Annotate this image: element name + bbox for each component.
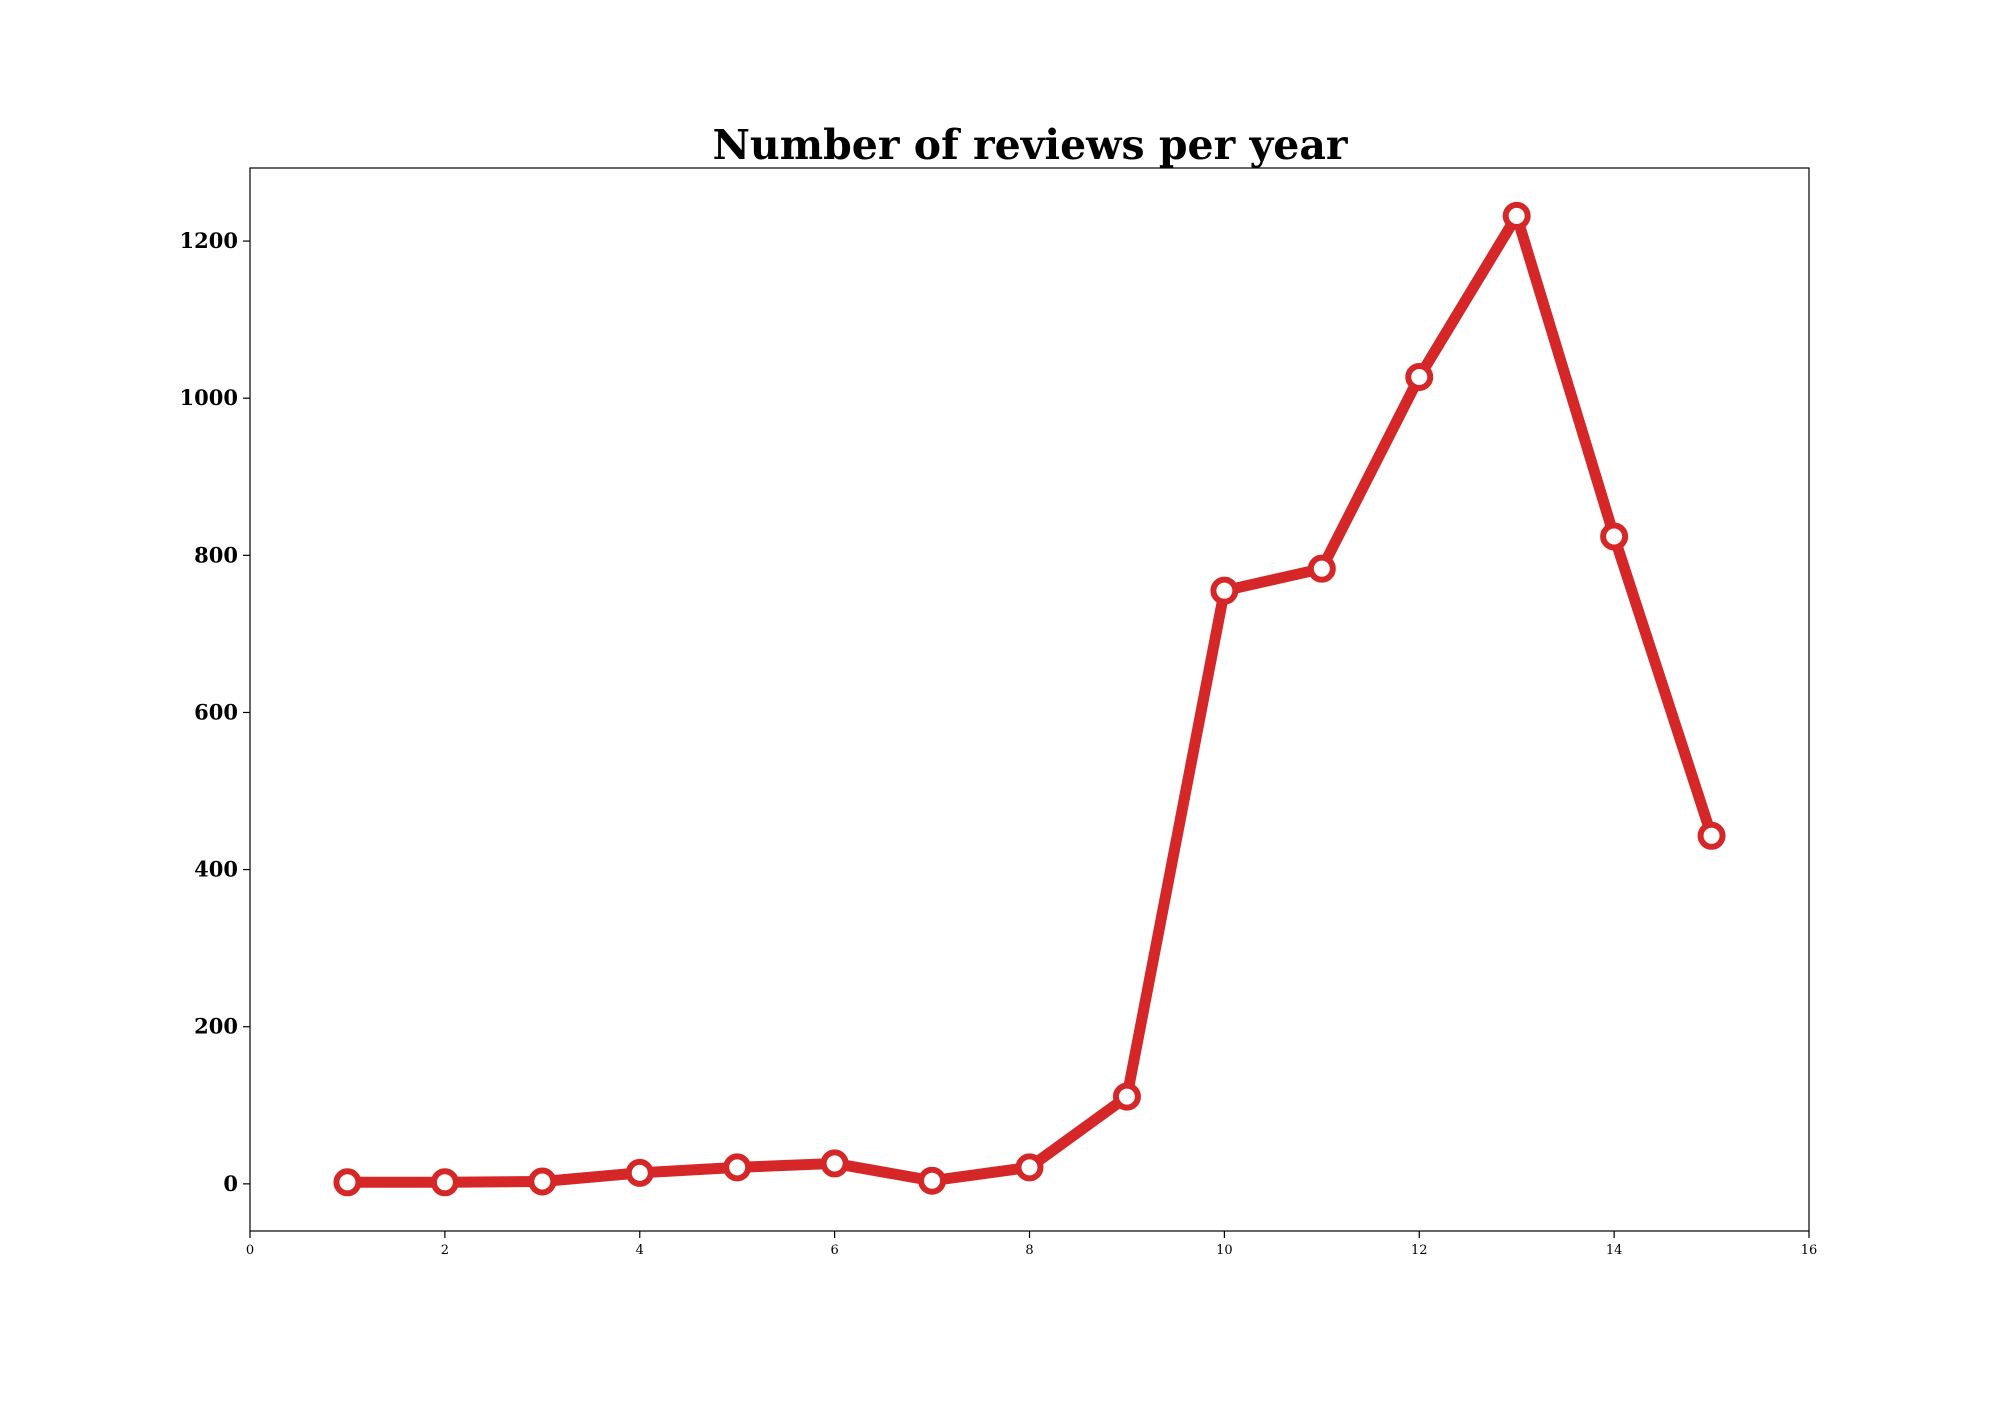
x-tick-label: 4 [636,1243,644,1258]
x-tick-label: 2 [441,1243,449,1258]
data-point [430,1168,459,1197]
y-tick-label: 0 [223,1171,238,1196]
data-point [1697,821,1726,850]
y-tick-label: 800 [194,542,238,567]
data-point [820,1149,849,1178]
y-tick-label: 600 [194,699,238,724]
y-tick-label: 200 [194,1014,238,1039]
data-point [528,1167,557,1196]
data-point [1307,554,1336,583]
plot-area-frame [249,167,1810,1232]
x-tick-label: 6 [830,1243,838,1258]
x-tick-label: 14 [1606,1243,1623,1258]
x-tick-label: 0 [246,1243,254,1258]
data-point [1112,1082,1141,1111]
y-axis: 0 200 400 600 800 1000 1200 [180,228,250,1196]
data-point [333,1168,362,1197]
x-tick-label: 16 [1801,1243,1818,1258]
y-tick-label: 400 [194,857,238,882]
y-tick-label: 1200 [180,228,238,253]
data-point [1210,576,1239,605]
data-point [918,1166,947,1195]
data-point [1502,201,1531,230]
x-tick-label: 8 [1025,1243,1033,1258]
x-axis: 0 2 4 6 8 10 12 14 16 [246,1231,1817,1258]
chart-title: Number of reviews per year [712,121,1348,169]
x-tick-label: 10 [1216,1243,1233,1258]
series-layer [333,201,1726,1197]
x-tick-label: 12 [1411,1243,1428,1258]
y-tick-label: 1000 [180,385,238,410]
data-point [1015,1153,1044,1182]
series-line [341,210,1718,1188]
data-point [625,1158,654,1187]
data-point [1600,522,1629,551]
data-point [1405,362,1434,391]
data-point [723,1153,752,1182]
